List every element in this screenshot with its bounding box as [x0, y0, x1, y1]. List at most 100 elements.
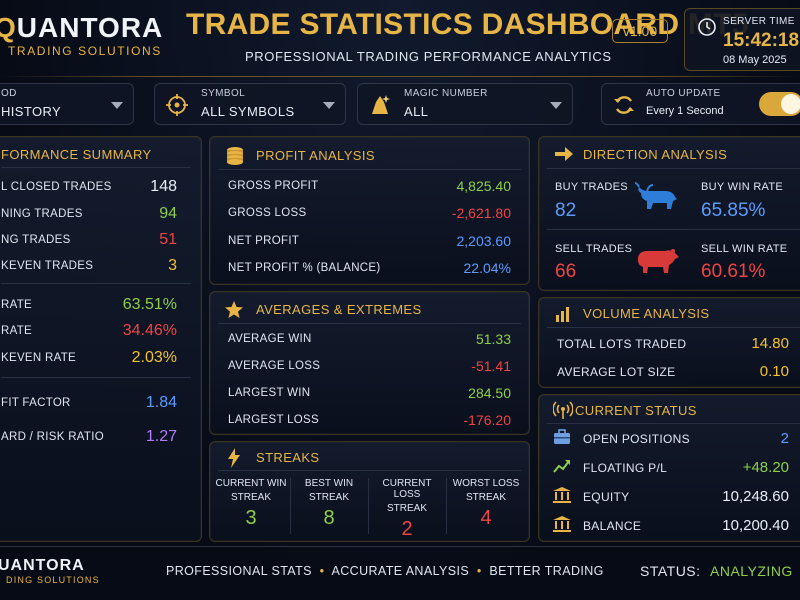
status-value: 10,248.60: [722, 488, 789, 505]
tagline-item: ACCURATE ANALYSIS: [331, 564, 470, 578]
status-label: BALANCE: [583, 519, 642, 533]
briefcase-icon: [554, 429, 570, 444]
buy-win-rate-label: BUY WIN RATE: [701, 181, 784, 193]
arrow-right-icon: [555, 147, 573, 161]
streak-card: CURRENT WIN STREAK 3: [212, 478, 290, 538]
status-label: OPEN POSITIONS: [583, 432, 690, 446]
streak-label: BEST WIN: [304, 478, 354, 489]
signal-icon: [553, 401, 573, 419]
profit-analysis-title: PROFIT ANALYSIS: [256, 148, 375, 163]
volume-value: 0.10: [759, 363, 789, 380]
streak-label: STREAK: [308, 492, 349, 503]
bear-icon: [637, 249, 679, 273]
chevron-down-icon: [550, 102, 562, 109]
auto-update-interval: Every 1 Second: [646, 105, 724, 117]
version-badge: v1.00: [612, 19, 668, 43]
avg-value: -176.20: [463, 412, 511, 428]
auto-update-label: AUTO UPDATE: [646, 88, 721, 99]
direction-analysis-title: DIRECTION ANALYSIS: [583, 147, 728, 162]
symbol-select[interactable]: SYMBOL ALL SYMBOLS: [154, 83, 346, 125]
streak-value: 3: [245, 507, 257, 529]
status-label: FLOATING P/L: [583, 461, 668, 475]
lightning-icon: [228, 448, 240, 468]
streak-card: BEST WIN STREAK 8: [290, 478, 368, 538]
bank-icon: [553, 516, 571, 532]
streak-value: 2: [401, 518, 413, 540]
period-select[interactable]: OD HISTORY: [0, 83, 134, 125]
footer-brand: UANTORA: [0, 557, 85, 574]
volume-analysis-panel: VOLUME ANALYSIS TOTAL LOTS TRADED 14.80 …: [538, 297, 800, 388]
avg-value: 51.33: [475, 331, 511, 347]
bullet-icon: •: [472, 564, 486, 578]
magic-number-value: ALL: [404, 104, 429, 119]
averages-panel: AVERAGES & EXTREMES AVERAGE WIN 51.33 AV…: [209, 291, 530, 435]
streak-value: 4: [480, 507, 492, 529]
profit-label: NET PROFIT: [228, 235, 300, 247]
server-date: 08 May 2025: [723, 54, 787, 66]
server-time-label: SERVER TIME: [723, 16, 795, 27]
streak-label: STREAK: [230, 492, 271, 503]
period-label: OD: [1, 88, 17, 99]
perf-value: 94: [159, 205, 177, 222]
bank-icon: [553, 487, 571, 503]
bullet-icon: •: [315, 564, 329, 578]
profit-value: 22.04%: [463, 260, 511, 276]
star-icon: [225, 301, 243, 318]
period-value: HISTORY: [1, 104, 62, 119]
magic-number-select[interactable]: MAGIC NUMBER ALL: [357, 83, 573, 125]
rate-label: RATE: [1, 325, 33, 337]
page-subtitle: PROFESSIONAL TRADING PERFORMANCE ANALYTI…: [245, 49, 612, 64]
volume-label: AVERAGE LOT SIZE: [557, 365, 676, 379]
rate-label: KEVEN RATE: [1, 352, 76, 364]
status-value: 10,200.40: [722, 517, 789, 534]
streak-label: CURRENT LOSS: [382, 478, 432, 500]
chevron-down-icon: [111, 102, 123, 109]
rate-value: 34.46%: [122, 322, 177, 339]
volume-label: TOTAL LOTS TRADED: [557, 337, 687, 351]
bull-icon: [635, 182, 677, 209]
rate-label: RATE: [1, 299, 33, 311]
coins-icon: [227, 147, 243, 165]
crosshair-icon: [166, 94, 188, 116]
server-time: 15:42:18: [723, 30, 800, 51]
footer-status-value: ANALYZING: [710, 563, 793, 579]
footer-tagline: PROFESSIONAL STATS • ACCURATE ANALYSIS •…: [166, 564, 604, 578]
perf-label: NG TRADES: [1, 234, 71, 246]
ratio-value: 1.84: [145, 394, 177, 411]
clock-icon: [698, 18, 716, 36]
profit-value: 4,825.40: [456, 178, 512, 194]
direction-analysis-panel: DIRECTION ANALYSIS BUY TRADES 82 BUY WIN…: [538, 136, 800, 291]
volume-analysis-title: VOLUME ANALYSIS: [583, 306, 710, 321]
sell-win-rate-label: SELL WIN RATE: [701, 243, 788, 255]
rate-value: 63.51%: [122, 296, 177, 313]
perf-label: L CLOSED TRADES: [1, 181, 112, 193]
ratio-label: FIT FACTOR: [1, 397, 71, 409]
ratio-value: 1.27: [145, 428, 177, 445]
profit-label: GROSS PROFIT: [228, 180, 319, 192]
profit-label: GROSS LOSS: [228, 207, 307, 219]
auto-update-toggle[interactable]: [759, 92, 800, 116]
auto-update-control: AUTO UPDATE Every 1 Second: [601, 83, 800, 125]
buy-win-rate-value: 65.85%: [701, 200, 766, 221]
streak-label: STREAK: [386, 503, 427, 514]
bar-chart-icon: [556, 307, 569, 322]
footer-status-label: STATUS:: [640, 563, 701, 579]
streak-value: 8: [323, 507, 335, 529]
page-title: TRADE STATISTICS DASHBOARD MT5: [186, 8, 749, 41]
streak-label: CURRENT WIN: [215, 478, 287, 489]
footer-brand-subtitle: DING SOLUTIONS: [6, 575, 100, 585]
streak-label: STREAK: [465, 492, 506, 503]
volume-value: 14.80: [751, 335, 789, 352]
tagline-item: PROFESSIONAL STATS: [166, 564, 312, 578]
status-value: 2: [780, 430, 789, 447]
chart-up-icon: [553, 460, 570, 473]
sell-trades-value: 66: [555, 261, 577, 282]
rate-value: 2.03%: [131, 349, 177, 366]
current-status-panel: CURRENT STATUS OPEN POSITIONS 2 FLOATING…: [538, 394, 800, 542]
current-status-title: CURRENT STATUS: [575, 403, 697, 418]
profit-value: 2,203.60: [456, 233, 512, 249]
streaks-title: STREAKS: [256, 450, 320, 465]
symbol-value: ALL SYMBOLS: [201, 104, 295, 119]
perf-value: 148: [150, 178, 177, 195]
avg-value: -51.41: [471, 358, 511, 374]
